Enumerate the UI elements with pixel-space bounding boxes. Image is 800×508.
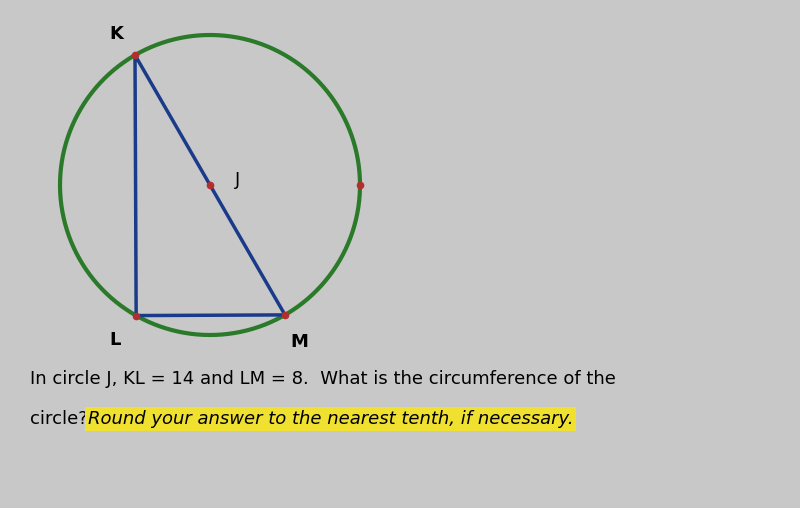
Text: L: L [110,331,121,348]
Text: J: J [235,171,240,189]
Text: circle?: circle? [30,410,94,428]
Text: M: M [290,333,308,351]
Text: K: K [109,25,123,43]
Text: In circle J, KL = 14 and LM = 8.  What is the circumference of the: In circle J, KL = 14 and LM = 8. What is… [30,370,616,388]
Text: Round your answer to the nearest tenth, if necessary.: Round your answer to the nearest tenth, … [88,410,574,428]
